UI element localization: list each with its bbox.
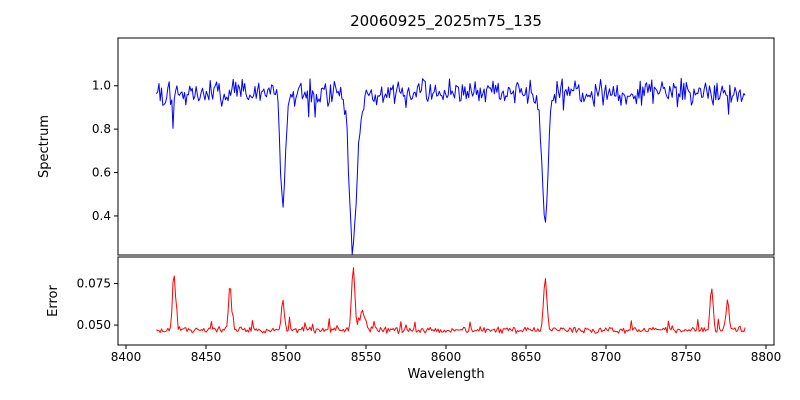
x-tick-label: 8500 <box>271 350 302 364</box>
y-tick-label: 0.6 <box>92 166 111 180</box>
chart-title: 20060925_2025m75_135 <box>350 12 542 31</box>
x-tick-label: 8450 <box>191 350 222 364</box>
x-tick-label: 8400 <box>111 350 142 364</box>
spectrum-line <box>155 77 746 255</box>
x-tick-label: 8650 <box>511 350 542 364</box>
y-tick-label: 0.075 <box>77 277 111 291</box>
spectrum-axes-box <box>117 37 775 256</box>
x-axis-label: Wavelength <box>407 367 484 382</box>
y-tick-label: 0.050 <box>77 318 111 332</box>
error-y-axis-label: Error <box>46 285 61 317</box>
x-tick-label: 8700 <box>591 350 622 364</box>
x-tick-label: 8600 <box>431 350 462 364</box>
y-tick-label: 0.4 <box>92 209 111 223</box>
x-tick-label: 8550 <box>351 350 382 364</box>
spectrum-y-axis-label: Spectrum <box>37 115 52 178</box>
y-tick-label: 1.0 <box>92 79 111 93</box>
error-line <box>156 267 746 335</box>
y-tick-label: 0.8 <box>92 122 111 136</box>
x-tick-label: 8800 <box>751 350 782 364</box>
x-tick-label: 8750 <box>671 350 702 364</box>
